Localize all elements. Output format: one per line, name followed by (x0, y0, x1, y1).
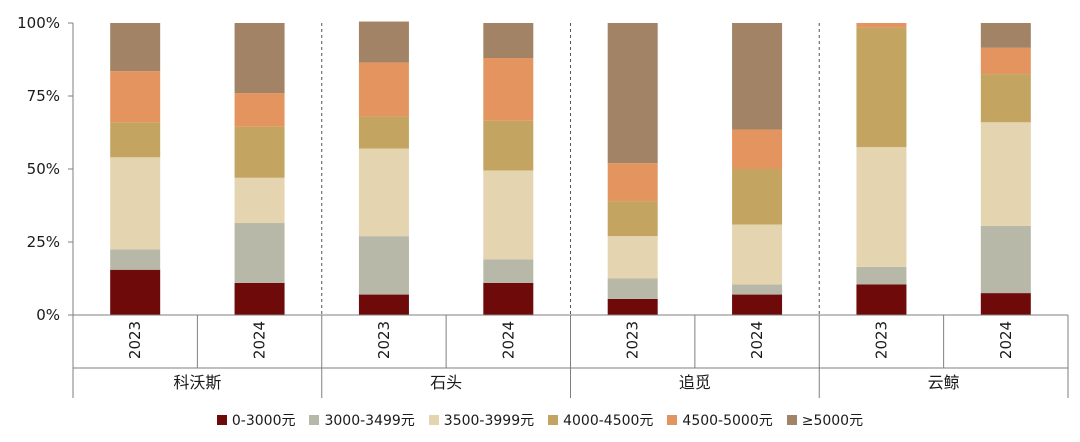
legend-swatch (786, 415, 797, 425)
legend-swatch (428, 415, 439, 425)
legend-label: 3000-3499元 (324, 413, 415, 429)
bar-segment (483, 282, 534, 315)
legend-swatch (309, 415, 320, 425)
bar-segment (358, 236, 409, 295)
x-tick-label-year: 2024 (748, 321, 766, 359)
bar-segment (358, 148, 409, 237)
bar-segment (110, 269, 161, 315)
bar-segment (234, 23, 285, 94)
bar-segment (607, 201, 658, 237)
bar-segment (607, 298, 658, 315)
bar-segment (732, 294, 783, 315)
y-tick-label: 0% (36, 306, 60, 324)
legend-swatch (216, 415, 227, 425)
x-tick-label-year: 2023 (624, 321, 642, 359)
y-tick-label: 50% (27, 160, 60, 178)
bar-segment (358, 21, 409, 63)
x-group-label: 云鲸 (928, 373, 960, 392)
bar-segment (980, 23, 1031, 48)
bar-segment (607, 236, 658, 279)
bar-segment (483, 23, 534, 59)
bar-segment (856, 147, 907, 267)
bar-segment (110, 122, 161, 158)
bar-segment (358, 294, 409, 315)
x-tick-label-year: 2024 (251, 321, 269, 359)
x-tick-label-year: 2024 (997, 321, 1015, 359)
bar-segment (607, 278, 658, 299)
legend-label: 4000-4500元 (563, 413, 654, 429)
bar-segment (110, 157, 161, 250)
legend-item: 0-3000元 (216, 410, 296, 430)
bar-segment (980, 122, 1031, 226)
bar-segment (110, 71, 161, 123)
legend-label: 3500-3999元 (443, 413, 535, 429)
bar-segment (607, 163, 658, 202)
bar-segment (358, 62, 409, 117)
bar-segment (732, 169, 783, 225)
bar-segment (732, 129, 783, 169)
bar-segment (234, 223, 285, 283)
y-tick-label: 25% (27, 233, 60, 251)
legend-item: ≥5000元 (786, 410, 864, 430)
bar-segment (110, 23, 161, 72)
x-tick-label-year: 2023 (375, 321, 393, 359)
bar-segment (732, 224, 783, 285)
y-tick-label: 75% (27, 87, 60, 105)
legend-label: 4500-5000元 (682, 413, 773, 429)
bar-segment (732, 23, 783, 130)
bar-segment (234, 282, 285, 315)
x-tick-label-year: 2023 (126, 321, 144, 359)
bar-segment (980, 74, 1031, 123)
legend-item: 4500-5000元 (667, 410, 773, 430)
chart-legend: 0-3000元 3000-3499元 3500-3999元 4000-4500元 450… (0, 407, 1080, 433)
legend-swatch (548, 415, 559, 425)
bar-segment (483, 170, 534, 260)
legend-item: 4000-4500元 (548, 410, 653, 430)
x-group-label: 石头 (430, 373, 462, 392)
bar-segment (980, 293, 1031, 315)
legend-label: ≥5000元 (801, 413, 864, 429)
x-tick-label-year: 2023 (872, 321, 890, 359)
bar-segment (234, 126, 285, 178)
bar-segment (856, 284, 907, 315)
bar-segment (732, 284, 783, 295)
y-tick-label: 100% (17, 14, 60, 32)
x-group-label: 追觅 (679, 373, 711, 392)
legend-label: 0-3000元 (231, 413, 296, 429)
bar-segment (483, 120, 534, 171)
bar-segment (607, 23, 658, 164)
bar-segment (483, 259, 534, 283)
bar-segment (483, 58, 534, 121)
bar-segment (234, 177, 285, 224)
legend-swatch (667, 415, 678, 425)
x-group-label: 科沃斯 (173, 373, 221, 392)
bar-segment (358, 116, 409, 149)
x-tick-label-year: 2024 (499, 321, 517, 359)
legend-item: 3500-3999元 (428, 410, 535, 430)
bar-segment (110, 249, 161, 270)
bar-segment (980, 47, 1031, 75)
bar-segment (980, 225, 1031, 294)
legend-item: 3000-3499元 (309, 410, 415, 430)
bar-segment (234, 93, 285, 127)
bar-segment (856, 266, 907, 285)
bar-segment (856, 27, 907, 148)
bar-segment (856, 23, 907, 28)
